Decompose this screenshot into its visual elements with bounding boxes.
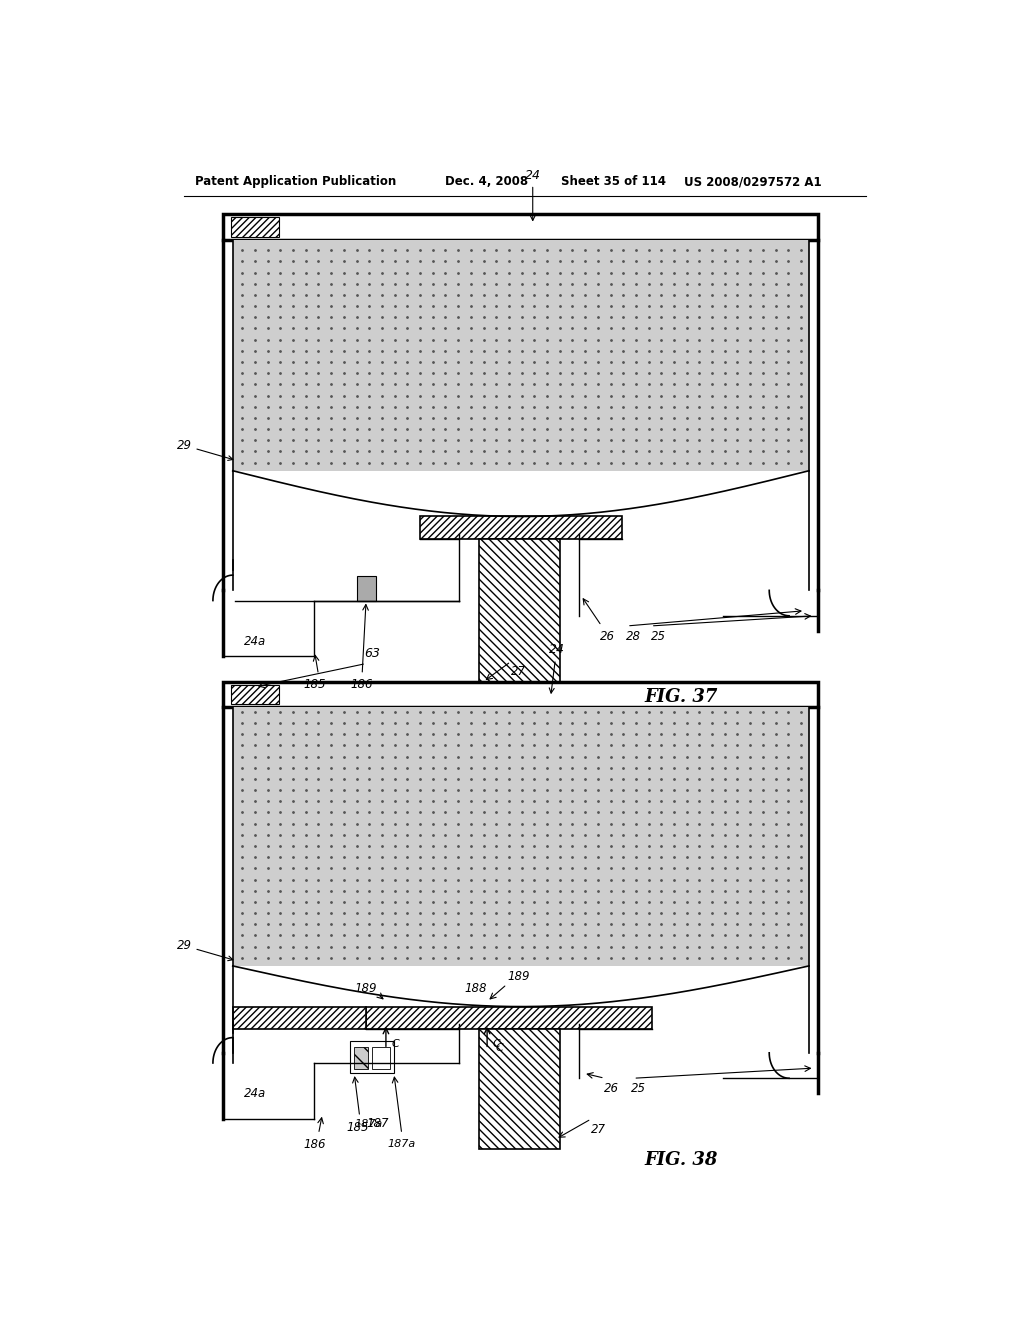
Bar [231,218,279,236]
Text: 185: 185 [347,1121,370,1134]
Text: 27: 27 [511,665,526,678]
Text: 25: 25 [651,630,667,643]
Text: 29: 29 [176,939,232,961]
Text: FIG. 37: FIG. 37 [645,688,718,706]
Text: 24: 24 [524,169,541,220]
Bar [231,685,279,704]
Text: 24a: 24a [244,1086,266,1100]
Bar [367,1007,652,1030]
Bar [479,1030,559,1150]
Text: 187: 187 [367,1118,389,1130]
Text: C: C [391,1039,399,1049]
Text: 28: 28 [626,630,641,643]
Bar [373,1047,390,1069]
Text: 186: 186 [351,678,374,692]
Text: Sheet 35 of 114: Sheet 35 of 114 [560,176,666,189]
Bar [350,1040,394,1073]
Text: 189: 189 [355,982,377,995]
Text: 24a: 24a [244,635,266,648]
Text: C: C [496,1043,503,1053]
Text: Dec. 4, 2008: Dec. 4, 2008 [445,176,528,189]
Text: 186: 186 [303,1138,326,1151]
Text: 63: 63 [365,647,380,660]
Text: 25: 25 [632,1082,646,1094]
Text: 189: 189 [508,970,530,982]
Text: C: C [493,1039,501,1049]
Text: 29: 29 [176,438,232,461]
Bar [232,1007,367,1030]
Text: 187a: 187a [388,1139,416,1150]
Text: 187a: 187a [354,1119,382,1129]
Bar [354,1047,369,1069]
Text: Patent Application Publication: Patent Application Publication [196,176,396,189]
Bar [479,539,559,692]
Bar [232,240,809,471]
Text: 27: 27 [591,1122,606,1135]
Text: US 2008/0297572 A1: US 2008/0297572 A1 [684,176,821,189]
Bar [420,516,622,539]
Bar [232,708,809,966]
Text: 185: 185 [303,678,326,692]
Bar [223,682,818,708]
Text: 26: 26 [600,630,614,643]
Text: 26: 26 [603,1082,618,1094]
Text: FIG. 38: FIG. 38 [645,1151,718,1168]
Text: 188: 188 [464,982,486,995]
Bar [356,576,376,601]
Bar [223,214,818,240]
Text: 24: 24 [549,643,564,693]
